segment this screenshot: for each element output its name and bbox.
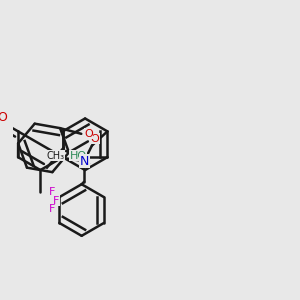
Text: CH₃: CH₃ xyxy=(46,151,65,160)
Text: F: F xyxy=(49,187,55,197)
Text: O: O xyxy=(84,129,93,139)
Text: HO: HO xyxy=(70,151,87,161)
Text: N: N xyxy=(80,154,89,167)
Text: O: O xyxy=(91,134,99,144)
Text: F: F xyxy=(53,196,59,206)
Text: O: O xyxy=(0,111,7,124)
Text: F: F xyxy=(49,204,55,214)
